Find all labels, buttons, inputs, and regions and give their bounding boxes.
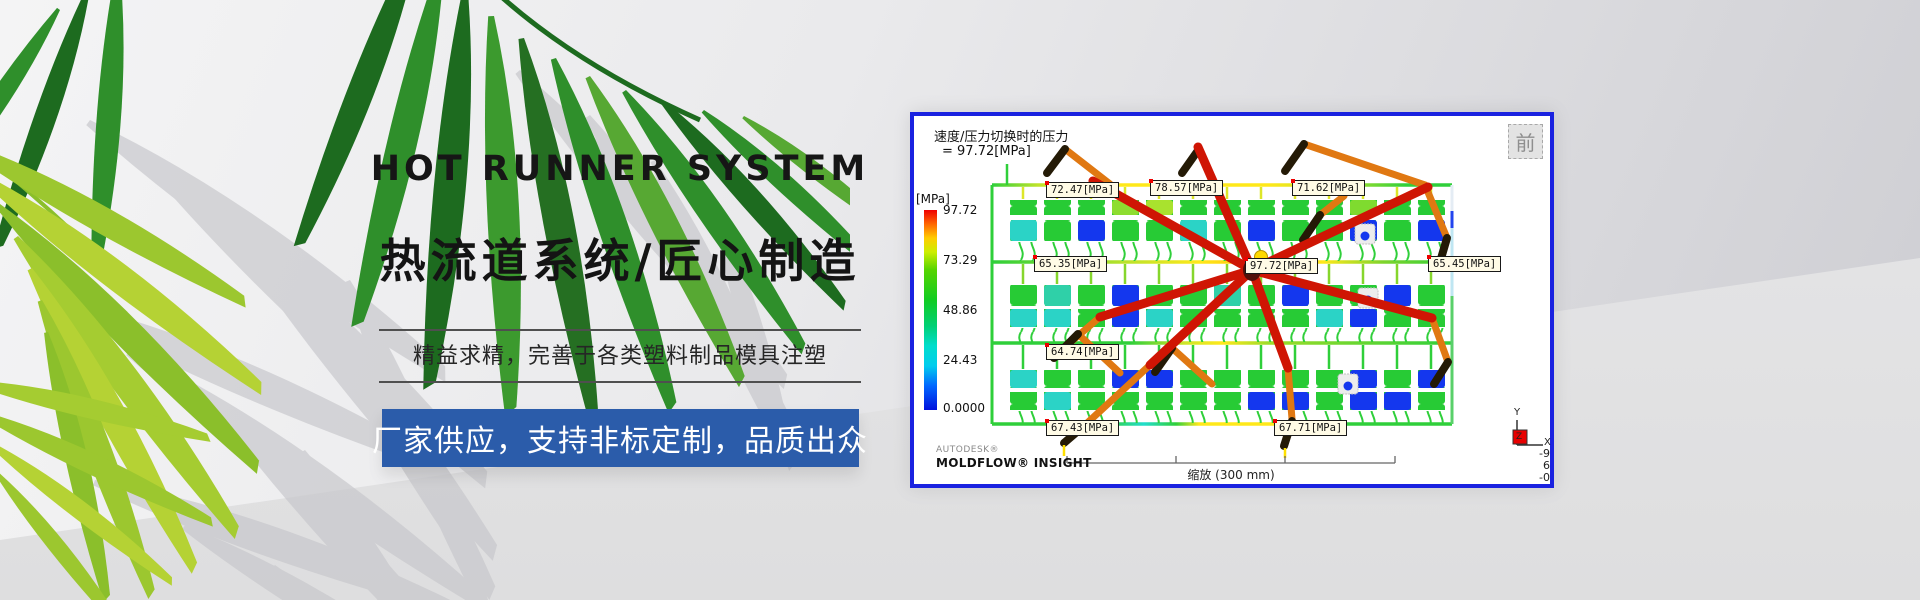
divider-bottom (379, 380, 861, 383)
axis-z-cube (1512, 429, 1528, 445)
result-value: = 97.72[MPa] (942, 144, 1031, 159)
scale-bar-label: 缩放 (300 mm) (1187, 468, 1275, 482)
legend-unit-label: [MPa] (916, 192, 950, 206)
red-sprue-star (1088, 142, 1437, 373)
legend-tick: 97.72 (943, 203, 978, 217)
palm-dark-frond (0, 0, 850, 421)
probe-label: 71.62[MPa] (1290, 179, 1366, 196)
moldflow-logo-line2: MOLDFLOW® INSIGHT (936, 456, 1092, 470)
axis-y-label: Y (1514, 407, 1521, 418)
palm-leaves-decoration (0, 0, 850, 600)
probe-label: 78.57[MPa] (1148, 179, 1224, 196)
probe-label: 65.45[MPa] (1426, 255, 1502, 272)
inlet-stamp-icons (1337, 223, 1379, 395)
subtitle-text: 精益求精，完善于各类塑料制品模具注塑 (412, 344, 827, 370)
axis-z-label: Z (1516, 432, 1523, 442)
probe-label: 65.35[MPa] (1032, 255, 1108, 272)
divider-top (379, 329, 861, 332)
moldflow-plot-graphic (924, 140, 1543, 464)
cta-banner[interactable]: 厂家供应，支持非标定制，品质出众 (372, 408, 867, 467)
probe-label: 67.43[MPa] (1044, 419, 1120, 436)
axis-edge-number: 6 (1543, 459, 1550, 472)
legend-tick: 24.43 (943, 353, 978, 367)
palm-light-frond (0, 126, 273, 600)
axis-edge-number: -9 (1539, 447, 1550, 460)
probe-label: 64.74[MPa] (1044, 343, 1120, 360)
probe-label: 97.72[MPa] (1243, 257, 1319, 274)
probe-label: 67.71[MPa] (1272, 419, 1348, 436)
result-title: 速度/压力切换时的压力 (934, 130, 1069, 145)
legend-tick: 0.0000 (943, 401, 985, 415)
hero-text-block: HOT RUNNER SYSTEM 热流道系统/匠心制造 精益求精，完善于各类塑… (332, 0, 908, 600)
front-view-stamp-button[interactable]: 前 (1508, 124, 1543, 159)
legend-tick: 73.29 (943, 253, 978, 267)
moldflow-panel: 速度/压力切换时的压力 = 97.72[MPa] 前 [MPa] 97.72 7… (910, 112, 1554, 488)
autodesk-logo-line1: AUTODESK® (936, 445, 1000, 455)
probe-label: 72.47[MPa] (1044, 181, 1120, 198)
axis-edge-number: -0 (1539, 471, 1550, 484)
heading-chinese: 热流道系统/匠心制造 (379, 233, 861, 288)
axis-x-label: X (1544, 437, 1551, 448)
scale-bar (1066, 456, 1396, 464)
heading-english: HOT RUNNER SYSTEM (370, 149, 870, 189)
legend-tick: 48.86 (943, 303, 978, 317)
